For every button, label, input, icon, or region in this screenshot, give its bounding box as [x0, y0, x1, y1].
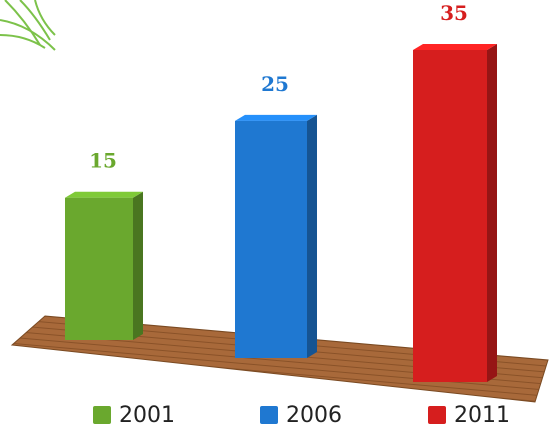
data-label: 25: [261, 72, 289, 96]
bar-side: [307, 114, 317, 358]
bar-front: [65, 197, 133, 340]
legend-swatch: [260, 406, 278, 424]
bar-side: [487, 44, 497, 382]
bar-side: [133, 191, 143, 340]
legend-label: 2011: [454, 403, 510, 428]
bar-front: [413, 50, 487, 382]
bar: [65, 191, 143, 340]
leaf-decoration: [0, 0, 56, 51]
bar-top: [65, 191, 143, 198]
data-label: 35: [440, 1, 468, 25]
legend-label: 2006: [286, 403, 342, 428]
data-label: 15: [89, 149, 117, 173]
bar-top: [235, 114, 317, 121]
bar-top: [413, 44, 497, 50]
legend-swatch: [428, 406, 446, 424]
legend-swatch: [93, 406, 111, 424]
bar: [235, 114, 317, 358]
bar: [413, 44, 497, 382]
bar-front: [235, 120, 307, 358]
legend-label: 2001: [119, 403, 175, 428]
